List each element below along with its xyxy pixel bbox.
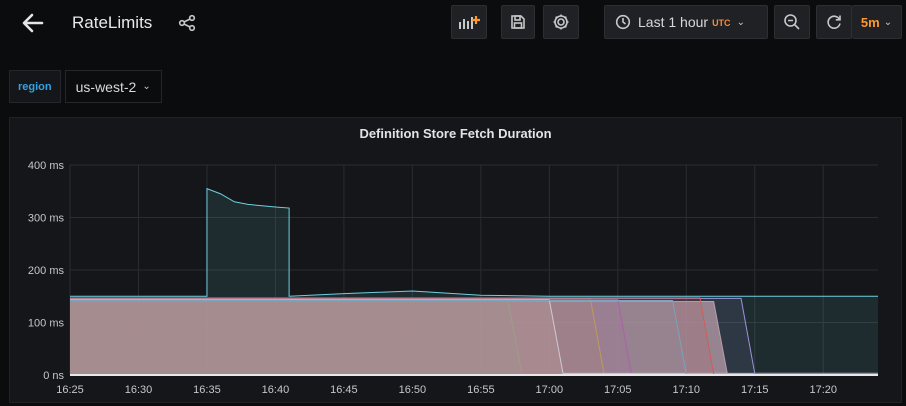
x-tick-label: 17:15 <box>741 384 769 396</box>
time-range-picker[interactable]: Last 1 hour UTC ⌄ <box>604 5 768 39</box>
clock-icon <box>615 14 631 30</box>
y-tick-label: 300 ms <box>28 213 65 225</box>
add-panel-icon <box>459 16 480 29</box>
x-tick-label: 16:40 <box>262 384 290 396</box>
zoom-out-button[interactable] <box>774 5 810 39</box>
chevron-down-icon: ⌄ <box>142 81 151 92</box>
x-tick-label: 16:55 <box>467 384 495 396</box>
variable-label-region: region <box>9 70 61 103</box>
x-tick-label: 17:10 <box>673 384 701 396</box>
fetch-duration-chart[interactable]: 0 ns 100 ms 200 ms 300 ms 400 ms 16:25 16:30 16… <box>10 118 903 404</box>
dashboard-title[interactable]: RateLimits <box>72 13 153 32</box>
refresh-icon <box>827 15 841 29</box>
y-tick-label: 200 ms <box>28 265 65 277</box>
x-tick-label: 16:30 <box>125 384 153 396</box>
zoom-out-icon <box>784 14 800 30</box>
x-tick-label: 17:05 <box>604 384 632 396</box>
x-tick-label: 16:25 <box>56 384 84 396</box>
panel-title[interactable]: Definition Store Fetch Duration <box>359 126 552 141</box>
series-area <box>70 299 878 375</box>
refresh-interval-picker[interactable]: 5m ⌄ <box>852 5 902 39</box>
add-panel-button[interactable] <box>451 5 487 39</box>
save-icon <box>511 15 525 29</box>
y-tick-label: 400 ms <box>28 160 65 172</box>
chevron-down-icon: ⌄ <box>883 16 893 28</box>
region-variable-select[interactable]: us-west-2 ⌄ <box>64 70 162 103</box>
y-tick-label: 100 ms <box>28 318 65 330</box>
x-tick-label: 16:45 <box>330 384 358 396</box>
series-area <box>70 299 878 375</box>
share-icon[interactable] <box>178 14 196 32</box>
x-tick-label: 16:35 <box>193 384 221 396</box>
series-area <box>70 298 878 375</box>
template-variables-bar: region us-west-2 ⌄ <box>9 70 162 103</box>
region-value: us-west-2 <box>75 78 137 95</box>
series-area <box>70 298 878 375</box>
x-tick-label: 17:20 <box>809 384 837 396</box>
x-tick-label: 17:00 <box>536 384 564 396</box>
series-line <box>70 187 878 297</box>
arrow-left-icon[interactable] <box>20 10 46 36</box>
series-area <box>70 297 878 375</box>
series-area <box>70 301 878 375</box>
chevron-down-icon: ⌄ <box>736 16 745 28</box>
refresh-interval-label: 5m <box>860 14 880 30</box>
series-line <box>70 297 878 375</box>
y-tick-label: 0 ns <box>43 370 64 382</box>
gear-icon <box>553 14 569 30</box>
save-dashboard-button[interactable] <box>501 5 535 39</box>
time-range-label: Last 1 hour <box>638 14 709 30</box>
graph-panel: Definition Store Fetch Duration 0 ns 100 … <box>9 117 902 403</box>
top-navbar: RateLimits Last <box>0 0 906 52</box>
series-line <box>70 297 878 374</box>
refresh-button[interactable] <box>816 5 852 39</box>
timezone-label: UTC <box>712 18 731 28</box>
x-tick-label: 16:50 <box>399 384 427 396</box>
series-area <box>70 188 878 375</box>
series-line <box>70 299 878 374</box>
dashboard-settings-button[interactable] <box>543 5 579 39</box>
series-area <box>70 300 878 375</box>
